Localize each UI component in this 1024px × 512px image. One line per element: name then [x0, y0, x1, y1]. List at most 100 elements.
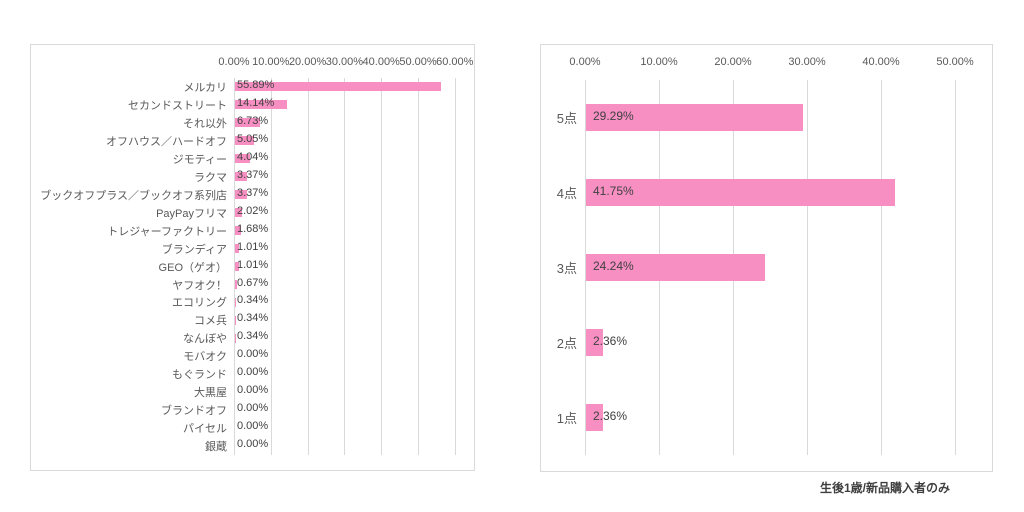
x-axis-tick-label: 20.00% — [714, 56, 752, 68]
y-axis-line — [585, 80, 586, 455]
category-label: PayPayフリマ — [156, 208, 227, 220]
category-label: エコリング — [172, 297, 227, 309]
data-label: 0.00% — [237, 366, 269, 378]
bar — [586, 329, 604, 356]
x-axis-tick-label: 0.00% — [218, 56, 250, 68]
gridline — [955, 80, 956, 455]
data-label: 29.29% — [593, 109, 634, 123]
bar — [235, 262, 239, 271]
x-axis-tick-label: 60.00% — [436, 56, 474, 68]
gridline — [344, 78, 346, 455]
category-label: セカンドストリート — [128, 100, 227, 112]
store-purchase-channel-chart: 0.00% 10.00% 20.00% 30.00% 40.00% 50.00% 60.00… — [30, 44, 475, 471]
x-axis-tick-label: 40.00% — [362, 56, 400, 68]
category-label: もぐランド — [172, 369, 227, 381]
category-label: 銀蔵 — [205, 441, 227, 453]
bar — [586, 404, 604, 431]
data-label: 2.36% — [593, 334, 628, 348]
gridline — [454, 78, 456, 455]
category-label: パイセル — [183, 423, 227, 435]
bar — [235, 82, 441, 91]
category-label: オフハウス／ハードオフ — [106, 136, 227, 148]
y-axis-line — [234, 78, 235, 455]
bar — [586, 179, 895, 206]
data-label: 0.34% — [237, 294, 269, 306]
category-label: ブランディア — [161, 244, 227, 256]
x-axis-tick-label: 50.00% — [399, 56, 437, 68]
category-label: 大黒屋 — [194, 387, 227, 399]
data-label: 2.02% — [237, 205, 269, 217]
gridline — [381, 78, 383, 455]
bar — [235, 226, 242, 235]
data-label: 55.89% — [237, 79, 275, 91]
gridline — [807, 80, 808, 455]
x-axis-tick-label: 10.00% — [640, 56, 678, 68]
data-label: 0.34% — [237, 330, 269, 342]
gridline — [881, 80, 882, 455]
category-label: GEO（ゲオ） — [158, 262, 227, 274]
data-label: 3.37% — [237, 187, 269, 199]
x-axis-tick-label: 10.00% — [252, 56, 290, 68]
x-axis-tick-label: 40.00% — [862, 56, 900, 68]
data-label: 0.67% — [237, 277, 269, 289]
data-label: 0.00% — [237, 348, 269, 360]
bar — [235, 190, 248, 199]
data-label: 0.00% — [237, 384, 269, 396]
data-label: 3.37% — [237, 169, 269, 181]
x-axis-tick-label: 30.00% — [788, 56, 826, 68]
data-label: 4.04% — [237, 151, 269, 163]
bar — [235, 334, 237, 343]
category-label: ブランドオフ — [161, 405, 227, 417]
category-label: 3点 — [556, 261, 577, 276]
data-label: 14.14% — [237, 97, 275, 109]
data-label: 24.24% — [593, 259, 634, 273]
category-label: 1点 — [556, 411, 577, 426]
data-label: 0.00% — [237, 438, 269, 450]
data-label: 41.75% — [593, 184, 634, 198]
rating-distribution-chart: 0.00% 10.00% 20.00% 30.00% 40.00% 50.00% 5点 29.… — [540, 44, 993, 472]
category-label: ヤフオク！ — [172, 280, 227, 292]
data-label: 0.34% — [237, 312, 269, 324]
bar — [235, 136, 254, 145]
bar — [235, 244, 239, 253]
data-label: 0.00% — [237, 402, 269, 414]
category-label: ジモティー — [172, 154, 227, 166]
category-label: モバオク — [183, 351, 227, 363]
x-axis-tick-label: 50.00% — [936, 56, 974, 68]
category-label: メルカリ — [183, 82, 227, 94]
x-axis-tick-label: 20.00% — [288, 56, 327, 68]
category-label: ブックオフプラス／ブックオフ系列店 — [40, 190, 227, 202]
gridline — [307, 78, 309, 455]
gridline — [418, 78, 419, 455]
x-axis-tick-label: 0.00% — [569, 56, 601, 68]
category-label: トレジャーファクトリー — [107, 226, 227, 238]
bar — [586, 104, 803, 131]
bar — [235, 298, 237, 307]
x-axis-tick-label: 30.00% — [325, 56, 364, 68]
bar — [235, 280, 238, 289]
category-label: それ以外 — [183, 118, 227, 130]
category-label: 5点 — [556, 111, 577, 126]
gridline — [270, 78, 272, 455]
data-label: 0.00% — [237, 420, 269, 432]
category-label: コメ兵 — [194, 315, 227, 327]
bar — [235, 172, 248, 181]
bar — [235, 208, 243, 217]
data-label: 1.68% — [237, 223, 269, 235]
chart-caption: 生後1歳/新品購入者のみ — [820, 481, 951, 495]
bar — [586, 254, 766, 281]
data-label: 1.01% — [237, 241, 269, 253]
bar — [235, 316, 237, 325]
bar — [235, 118, 260, 127]
data-label: 6.73% — [237, 115, 269, 127]
category-label: ラクマ — [194, 172, 227, 184]
data-label: 5.05% — [237, 133, 269, 145]
bar — [235, 154, 250, 163]
category-label: 2点 — [556, 336, 577, 351]
data-label: 1.01% — [237, 259, 269, 271]
category-label: 4点 — [556, 186, 577, 201]
data-label: 2.36% — [593, 409, 628, 423]
bar — [235, 100, 288, 109]
category-label: なんぼや — [183, 333, 227, 345]
